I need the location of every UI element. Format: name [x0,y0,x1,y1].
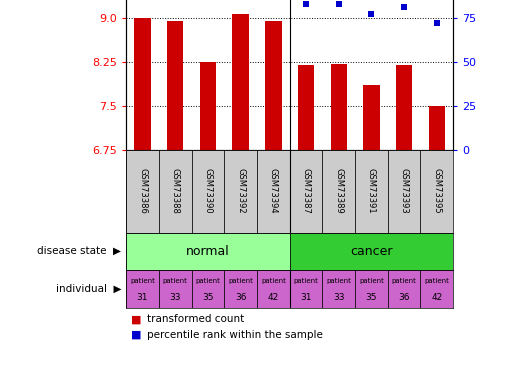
Text: ■: ■ [131,314,142,324]
Text: 31: 31 [137,292,148,302]
Point [433,20,441,26]
Text: GSM73387: GSM73387 [302,168,311,214]
Bar [200,62,216,150]
Text: ■: ■ [131,330,142,339]
Text: GSM73391: GSM73391 [367,168,376,214]
Text: GSM73390: GSM73390 [203,168,212,214]
Bar [192,270,225,308]
Bar [428,106,445,150]
Text: transformed count: transformed count [147,314,244,324]
Bar [355,150,388,232]
Bar [225,270,257,308]
Bar [331,64,347,150]
Text: patient: patient [424,278,449,284]
Bar [420,150,453,232]
Point [367,11,375,17]
Text: GSM73393: GSM73393 [400,168,408,214]
Text: percentile rank within the sample: percentile rank within the sample [147,330,323,339]
Text: patient: patient [327,278,351,284]
Point [335,1,343,7]
Bar [232,14,249,150]
Text: 35: 35 [202,292,214,302]
Bar [159,150,192,232]
Text: 33: 33 [333,292,345,302]
Bar [388,150,420,232]
Bar [126,232,289,270]
Text: GSM73395: GSM73395 [433,168,441,214]
Bar [363,86,380,150]
Text: disease state  ▶: disease state ▶ [37,246,121,256]
Bar [134,18,151,150]
Text: 42: 42 [268,292,279,302]
Bar [322,150,355,232]
Bar [265,21,282,150]
Bar [192,150,225,232]
Point [400,4,408,10]
Text: patient: patient [228,278,253,284]
Text: normal: normal [186,245,230,258]
Bar [355,270,388,308]
Text: GSM73394: GSM73394 [269,168,278,214]
Text: 42: 42 [431,292,442,302]
Bar [298,65,314,150]
Bar [159,270,192,308]
Text: individual  ▶: individual ▶ [56,284,121,294]
Bar [289,270,322,308]
Bar [126,150,159,232]
Text: patient: patient [359,278,384,284]
Text: GSM73388: GSM73388 [171,168,180,214]
Bar [396,65,413,150]
Text: patient: patient [196,278,220,284]
Text: 31: 31 [300,292,312,302]
Bar [420,270,453,308]
Text: patient: patient [130,278,155,284]
Point [302,1,310,7]
Text: 36: 36 [399,292,410,302]
Bar [289,232,453,270]
Text: patient: patient [163,278,187,284]
Text: 36: 36 [235,292,246,302]
Bar [388,270,420,308]
Bar [257,150,289,232]
Text: GSM73389: GSM73389 [334,168,343,214]
Bar [167,21,183,150]
Bar [322,270,355,308]
Bar [126,270,159,308]
Text: 35: 35 [366,292,377,302]
Text: GSM73386: GSM73386 [138,168,147,214]
Text: 33: 33 [169,292,181,302]
Text: patient: patient [392,278,417,284]
Bar [225,150,257,232]
Text: GSM73392: GSM73392 [236,168,245,214]
Text: patient: patient [261,278,286,284]
Text: cancer: cancer [350,245,393,258]
Bar [289,150,322,232]
Text: patient: patient [294,278,318,284]
Bar [257,270,289,308]
